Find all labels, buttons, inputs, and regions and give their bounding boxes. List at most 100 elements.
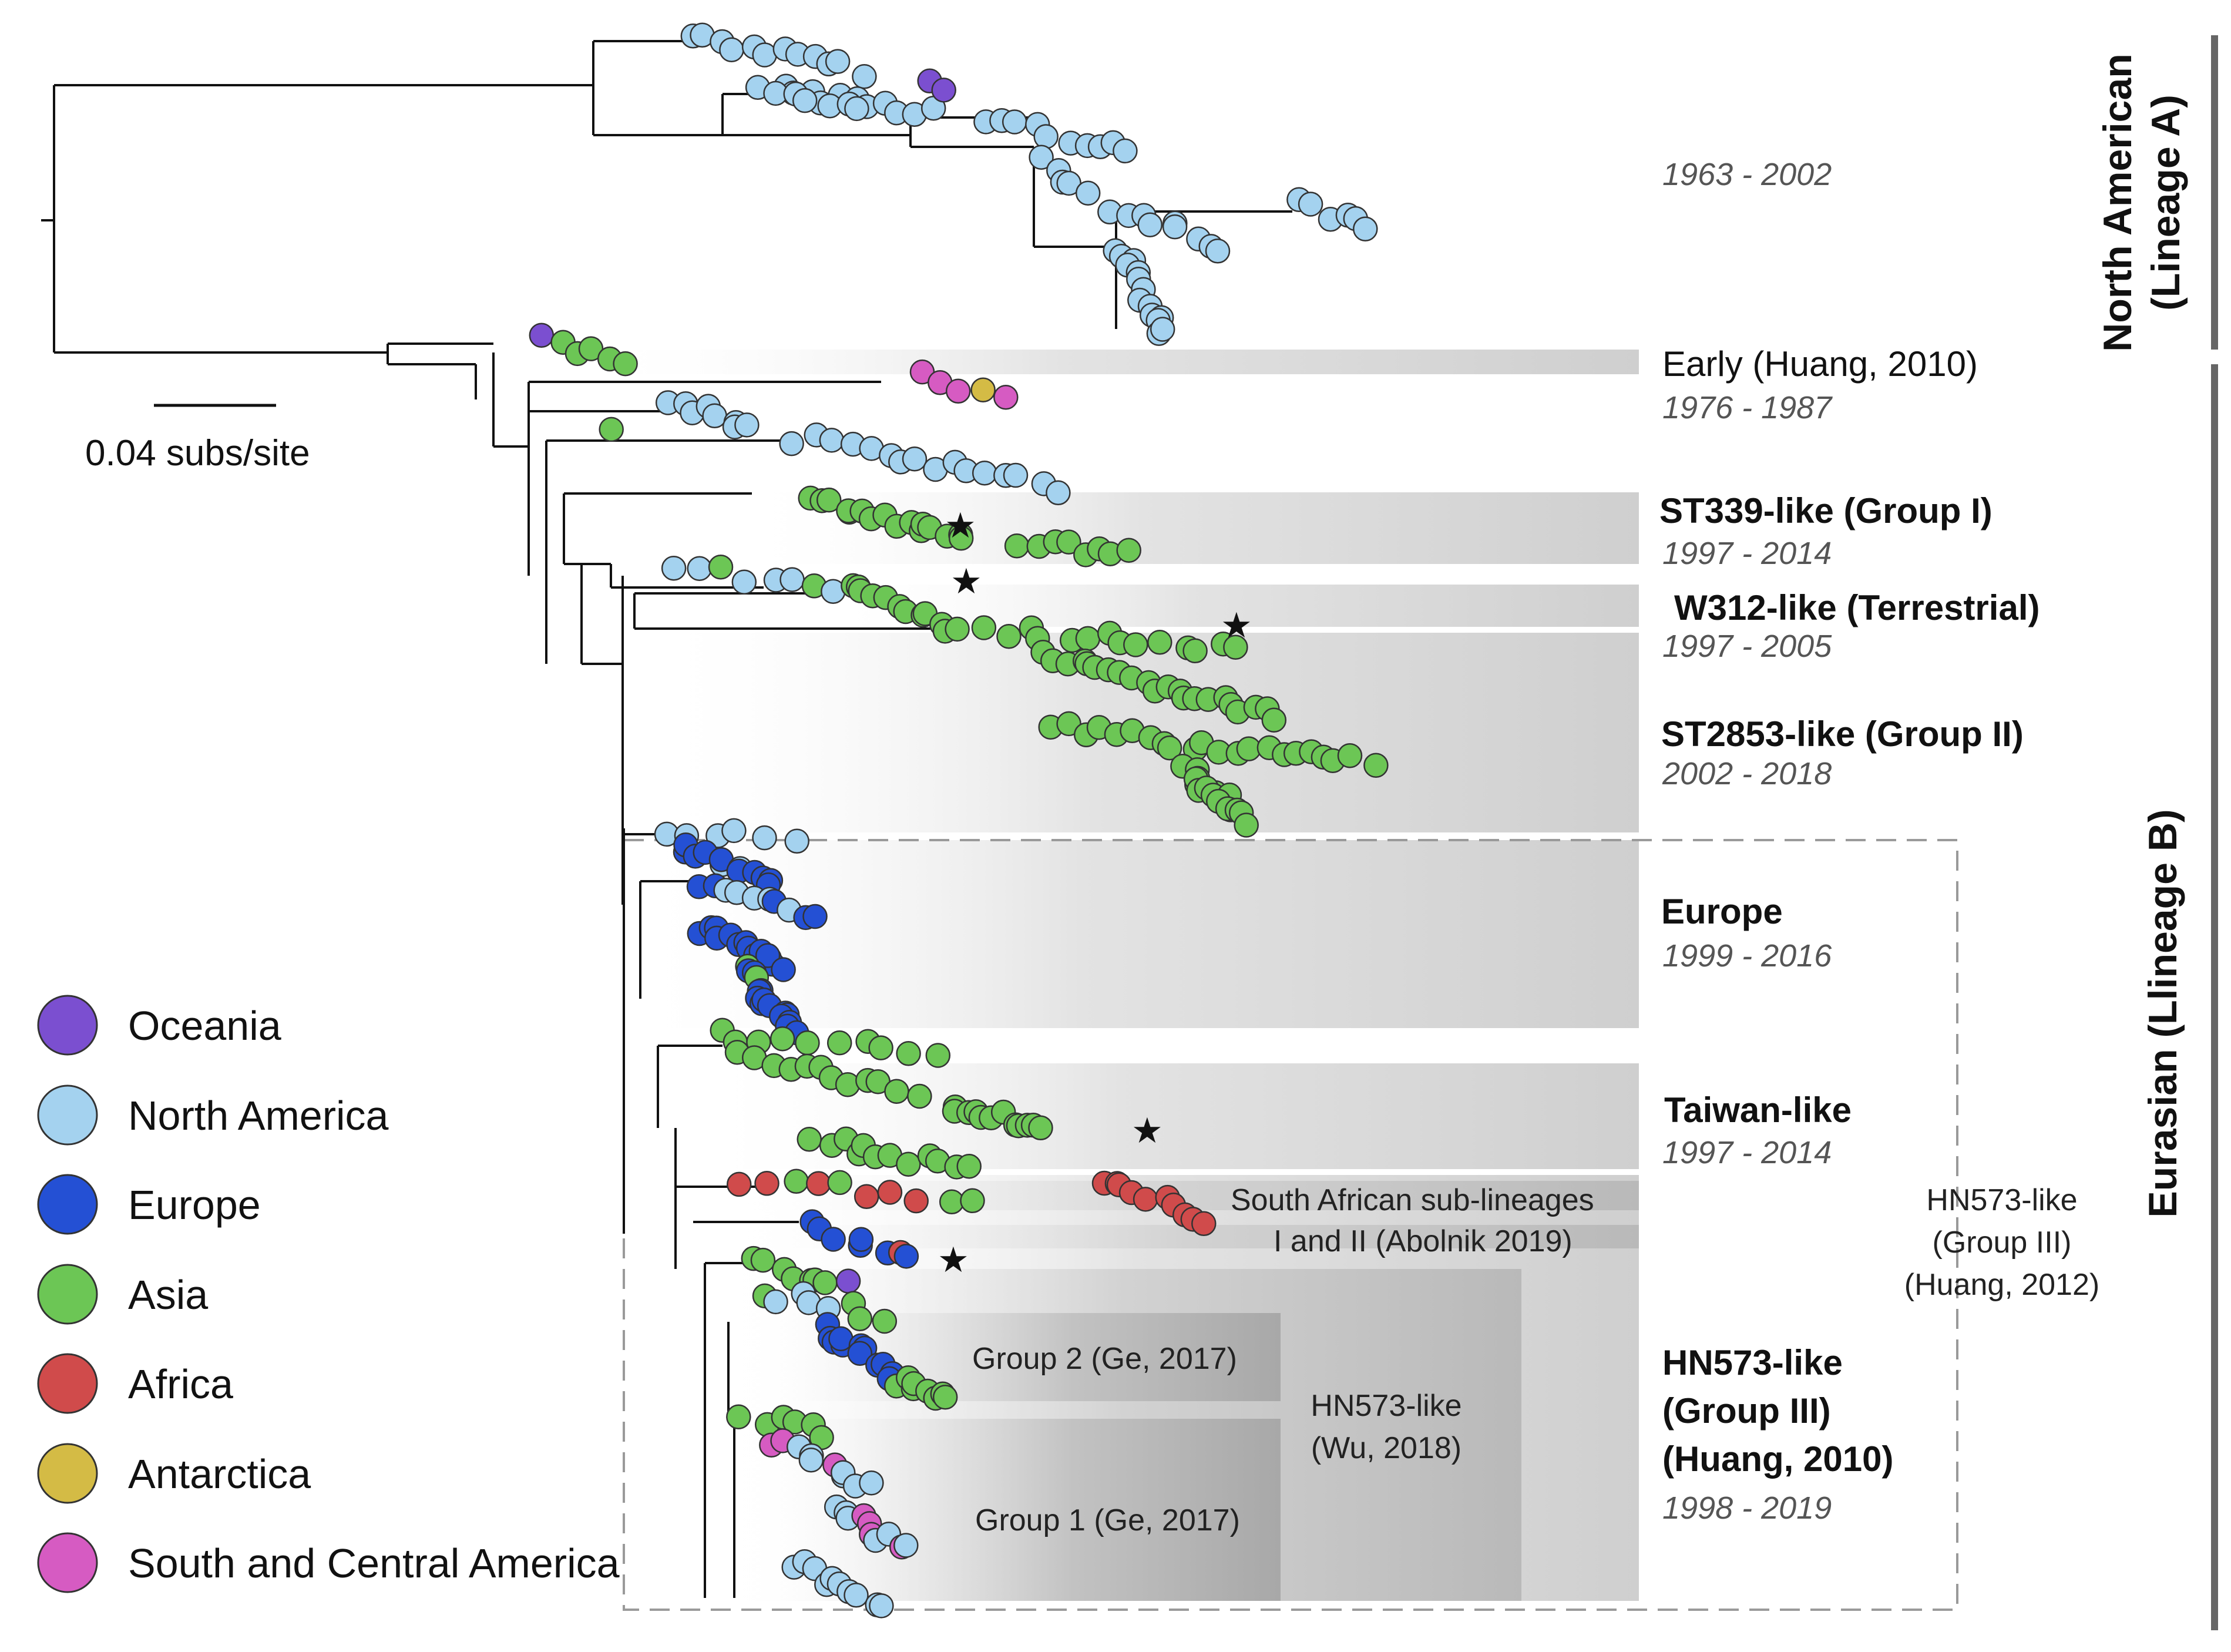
tip-point bbox=[771, 957, 796, 982]
tip-point bbox=[1123, 632, 1148, 657]
tip-point bbox=[529, 323, 555, 348]
tip-point bbox=[802, 904, 828, 929]
lineage-a-line1: North American bbox=[2095, 53, 2140, 352]
st2853-title: ST2853-like (Group II) bbox=[1661, 714, 2024, 754]
europe-title: Europe bbox=[1661, 892, 1783, 931]
tip-point bbox=[868, 1035, 893, 1060]
legend-swatch-north-america bbox=[37, 1084, 98, 1146]
hn573-2012-line1: HN573-like bbox=[1926, 1183, 2077, 1217]
tip-point bbox=[835, 1072, 861, 1097]
tip-point bbox=[1337, 743, 1363, 768]
tip-point bbox=[971, 615, 997, 640]
tip-point bbox=[750, 1247, 776, 1273]
tip-point bbox=[907, 1083, 932, 1109]
early-title: Early (Huang, 2010) bbox=[1662, 344, 1978, 384]
tip-point bbox=[1003, 462, 1029, 488]
tip-point bbox=[1137, 212, 1163, 237]
tip-point bbox=[687, 556, 712, 581]
tip-point bbox=[1004, 533, 1030, 559]
shade-europe bbox=[623, 840, 1639, 1028]
w312-years: 1997 - 2005 bbox=[1662, 629, 1832, 664]
hn573-wu-line1: HN573-like bbox=[1311, 1389, 1461, 1423]
star-icon: ★ bbox=[1131, 1111, 1163, 1150]
taiwan-title: Taiwan-like bbox=[1664, 1090, 1852, 1130]
tip-point bbox=[854, 1184, 879, 1210]
lineage-a-line2: (Lineage A) bbox=[2143, 95, 2188, 311]
tip-point bbox=[719, 37, 744, 62]
group2-label: Group 2 (Ge, 2017) bbox=[972, 1342, 1237, 1376]
tip-point bbox=[970, 377, 996, 402]
tip-point bbox=[859, 1470, 884, 1496]
tip-point bbox=[816, 487, 842, 513]
legend-item-africa: Africa bbox=[37, 1353, 233, 1414]
tip-point bbox=[1157, 735, 1182, 761]
tip-point bbox=[893, 1533, 919, 1558]
tip-point bbox=[835, 1268, 861, 1294]
tip-point bbox=[1223, 634, 1248, 660]
europe-years: 1999 - 2016 bbox=[1662, 938, 1832, 973]
legend-swatch-oceania bbox=[37, 995, 98, 1056]
group1-label: Group 1 (Ge, 2017) bbox=[975, 1503, 1240, 1537]
hn573-line2: (Group III) bbox=[1662, 1391, 1831, 1431]
tip-point bbox=[939, 1189, 965, 1215]
w312-title: W312-like (Terrestrial) bbox=[1674, 588, 2040, 627]
tip-point bbox=[993, 384, 1019, 410]
tip-point bbox=[806, 1171, 831, 1196]
tip-point bbox=[844, 1583, 869, 1608]
tip-point bbox=[1056, 529, 1081, 555]
tip-point bbox=[1363, 753, 1389, 778]
tip-point bbox=[848, 1227, 874, 1253]
legend-item-north-america: North America bbox=[37, 1084, 389, 1146]
star-icon: ★ bbox=[1221, 606, 1252, 645]
tip-point bbox=[784, 828, 809, 854]
tip-point bbox=[1075, 626, 1101, 652]
tip-point bbox=[1046, 480, 1071, 506]
st339-title: ST339-like (Group I) bbox=[1659, 491, 1993, 530]
taiwan-years: 1997 - 2014 bbox=[1662, 1135, 1832, 1170]
st339-years: 1997 - 2014 bbox=[1662, 536, 1832, 571]
tip-point bbox=[613, 351, 638, 377]
legend-swatch-asia bbox=[37, 1264, 98, 1325]
tip-point bbox=[1133, 1187, 1158, 1212]
tip-point bbox=[599, 417, 624, 442]
tip-point bbox=[972, 460, 997, 486]
legend-item-antarctica: Antarctica bbox=[37, 1443, 311, 1504]
tip-point bbox=[798, 1447, 824, 1473]
early-years: 1976 - 1987 bbox=[1662, 390, 1833, 425]
tip-point bbox=[779, 431, 804, 456]
tip-point bbox=[1191, 1211, 1217, 1237]
tip-point bbox=[996, 623, 1022, 649]
tip-point bbox=[931, 78, 956, 103]
legend-swatch-africa bbox=[37, 1353, 98, 1414]
tip-point bbox=[844, 96, 869, 122]
legend-item-asia: Asia bbox=[37, 1264, 208, 1325]
shade-early bbox=[587, 350, 1639, 374]
tip-point bbox=[792, 88, 818, 113]
tip-point bbox=[784, 1169, 809, 1194]
north-american-years: 1963 - 2002 bbox=[1662, 157, 1832, 192]
tip-point bbox=[1234, 812, 1259, 838]
tip-point bbox=[827, 1170, 852, 1196]
hn573-2012-line3: (Huang, 2012) bbox=[1904, 1268, 2099, 1302]
hn573-2012-line2: (Group III) bbox=[1933, 1225, 2072, 1260]
tip-point bbox=[847, 1341, 873, 1366]
tip-point bbox=[956, 1153, 982, 1179]
tip-point bbox=[1075, 180, 1101, 206]
tip-point bbox=[734, 412, 760, 438]
tip-point bbox=[797, 1127, 822, 1152]
legend-label-north-america: North America bbox=[128, 1093, 389, 1139]
legend-swatch-south-central-america bbox=[37, 1532, 98, 1593]
tip-point bbox=[754, 1171, 779, 1196]
tip-point bbox=[731, 569, 757, 595]
star-icon: ★ bbox=[938, 1240, 969, 1280]
clade-labels: 1963 - 2002 Early (Huang, 2010) 1976 - 1… bbox=[972, 157, 2099, 1537]
legend-swatch-europe bbox=[37, 1174, 98, 1235]
tip-point bbox=[752, 825, 777, 851]
tip-point bbox=[708, 554, 734, 580]
legend-label-oceania: Oceania bbox=[128, 1003, 281, 1049]
tip-point bbox=[819, 428, 845, 453]
south-african-line1: South African sub-lineages bbox=[1231, 1183, 1594, 1217]
tip-point bbox=[869, 1593, 894, 1619]
tip-point bbox=[1353, 216, 1378, 241]
